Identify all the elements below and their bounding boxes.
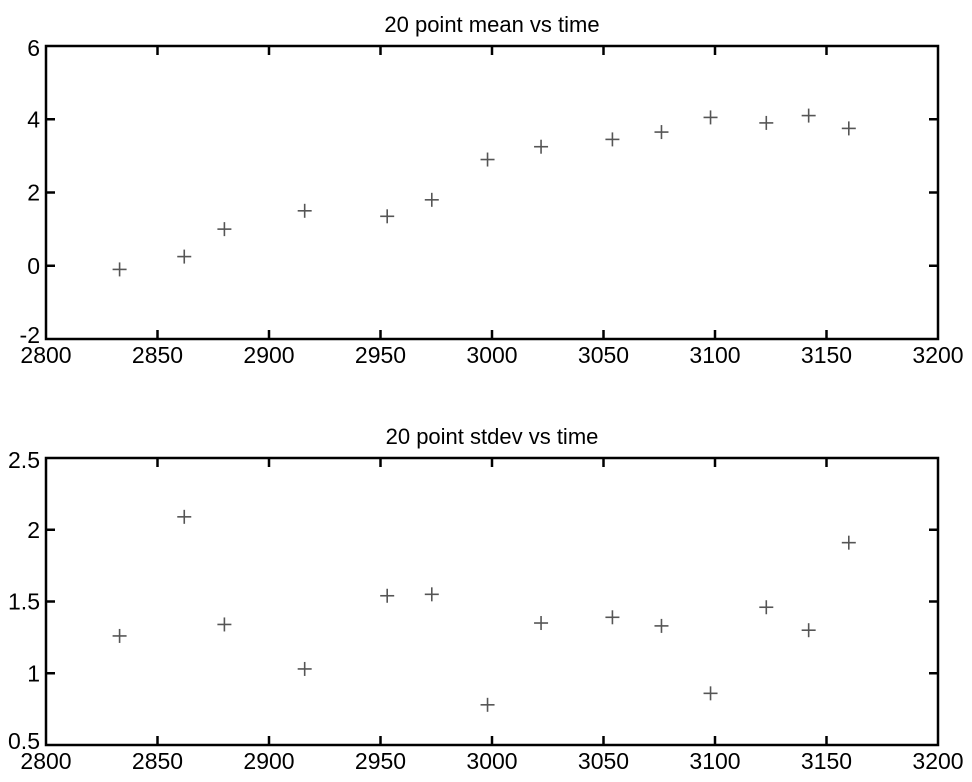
y-tick-label: -2 [20, 322, 40, 348]
data-point [297, 203, 312, 218]
x-tick-label: 3000 [466, 748, 517, 774]
data-point [424, 587, 439, 602]
x-tick-label: 3100 [689, 748, 740, 774]
data-point [177, 249, 192, 264]
data-point [759, 115, 774, 130]
data-point [801, 108, 816, 123]
data-point [480, 697, 495, 712]
x-tick-label: 2850 [132, 748, 183, 774]
data-point [841, 535, 856, 550]
x-tick-label: 3200 [912, 748, 963, 774]
data-point [703, 110, 718, 125]
x-tick-label: 3150 [801, 342, 852, 368]
data-point [534, 139, 549, 154]
data-point [217, 222, 232, 237]
x-tick-label: 3200 [912, 342, 963, 368]
x-tick-label: 3050 [578, 342, 629, 368]
stdev-vs-time-panel: 20 point stdev vs time 2800 2850 2900 2950 3… [8, 424, 964, 774]
mean-vs-time-panel: 20 point mean vs time 2800 2850 2900 2950 30… [20, 12, 964, 368]
x-tick-label: 2800 [20, 342, 71, 368]
data-point [424, 192, 439, 207]
x-tick-label: 3000 [466, 342, 517, 368]
x-tick-label: 2900 [243, 342, 294, 368]
x-tick-label: 2950 [355, 342, 406, 368]
y-tick-label: 6 [27, 35, 40, 61]
x-tick-label: 2800 [20, 748, 71, 774]
y-tick-label: 0 [27, 253, 40, 279]
data-point [841, 121, 856, 136]
y-tick-label: 1.5 [8, 589, 40, 615]
data-point [534, 616, 549, 631]
x-tick-label: 3150 [801, 748, 852, 774]
x-tick-label: 2950 [355, 748, 406, 774]
data-point [112, 262, 127, 277]
data-point [177, 509, 192, 524]
data-point [801, 623, 816, 638]
data-point [703, 686, 718, 701]
y-tick-label: 2 [27, 180, 40, 206]
y-tick-label: 2.5 [8, 447, 40, 473]
data-point [480, 152, 495, 167]
data-point [380, 588, 395, 603]
data-point [759, 600, 774, 615]
data-point [654, 125, 669, 140]
x-tick-label: 3050 [578, 748, 629, 774]
x-tick-label: 3100 [689, 342, 740, 368]
y-tick-label: 0.5 [8, 728, 40, 754]
data-point [654, 618, 669, 633]
data-point [297, 661, 312, 676]
y-tick-label: 1 [27, 660, 40, 686]
chart-title: 20 point stdev vs time [386, 424, 599, 449]
data-point [605, 132, 620, 147]
data-point [380, 209, 395, 224]
data-point [217, 617, 232, 632]
y-tick-label: 2 [27, 517, 40, 543]
y-tick-label: 4 [27, 106, 40, 132]
data-point [605, 610, 620, 625]
axes-frame [44, 456, 940, 747]
axes-frame [44, 44, 940, 341]
x-tick-label: 2850 [132, 342, 183, 368]
data-point [112, 628, 127, 643]
x-tick-label: 2900 [243, 748, 294, 774]
chart-title: 20 point mean vs time [384, 12, 599, 37]
